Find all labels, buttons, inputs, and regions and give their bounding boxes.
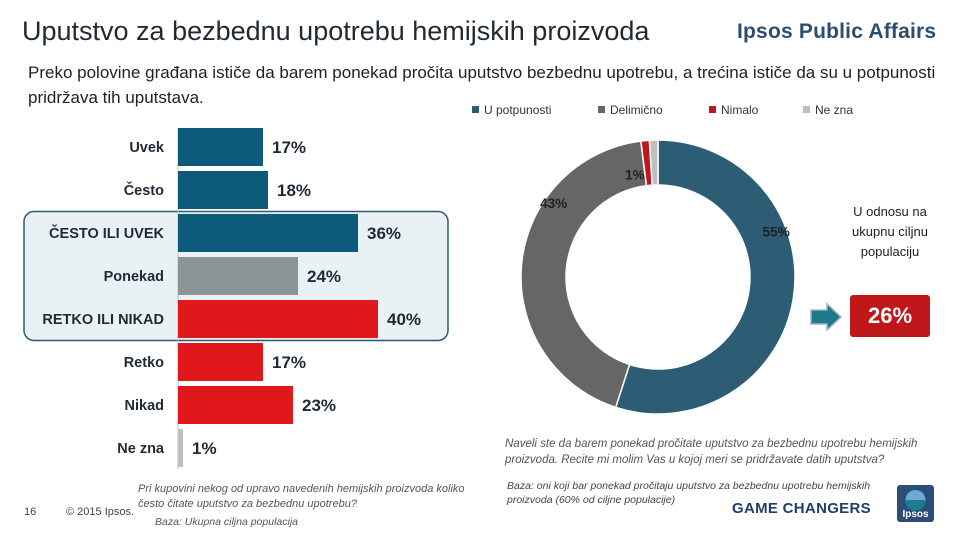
bar-category-label: Nikad [125,398,165,414]
bar-value-label: 23% [302,396,336,415]
bar-value-label: 17% [272,138,306,157]
bar-value-label: 18% [277,181,311,200]
bar-value-label: 36% [367,224,401,243]
ipsos-logo-text: Ipsos [902,509,929,520]
bar [178,429,183,467]
bar [178,171,268,209]
legend-label: Nimalo [721,103,759,117]
bar-value-label: 17% [272,353,306,372]
copyright: © 2015 Ipsos. [66,506,135,518]
bar-value-label: 1% [192,439,217,458]
callout-value-badge: 26% [850,295,930,337]
game-changers-logo: GAME CHANGERS [732,500,871,517]
donut-slice [614,139,796,415]
bar [178,386,293,424]
bar-category-label: Ponekad [104,269,164,285]
legend-swatch-icon [803,106,810,113]
bar-category-label: ČESTO ILI UVEK [49,224,164,242]
bar-value-label: 24% [307,267,341,286]
legend-swatch-icon [598,106,605,113]
bar [178,257,298,295]
donut-value-label: 1% [625,168,645,183]
legend-label: Ne zna [815,103,854,117]
base-note-right: Baza: oni koji bar ponekad pročitaju upu… [507,480,871,506]
donut-value-label: 55% [763,224,790,239]
legend-swatch-icon [472,106,479,113]
frequency-bar-chart: Uvek 17% Često 18% ČESTO ILI UVEK 36% Ponekad 2… [23,128,449,469]
adherence-donut-chart: 55%43%1%1% [520,139,796,415]
bar [178,300,378,338]
question-text-right: Naveli ste da barem ponekad pročitate up… [505,438,918,466]
bar-category-label: Ne zna [117,441,165,457]
bar [178,214,358,252]
bar [178,343,263,381]
legend-label: Delimično [610,103,663,117]
legend-item-nimalo: Nimalo [709,103,758,117]
donut-slice [648,139,659,186]
bar-category-label: Uvek [129,140,165,156]
bar [178,128,263,166]
page-number: 16 [24,506,37,518]
page-title: Uputstvo za bezbednu upotrebu hemijskih … [22,16,650,46]
subtitle: Preko polovine građana ističe da barem p… [28,63,936,107]
legend-item-u-potpunosti: U potpunosti [472,103,551,117]
donut-slice [520,140,648,409]
bar-category-label: RETKO ILI NIKAD [42,312,164,328]
legend-item-ne-zna: Ne zna [803,103,853,117]
ipsos-logo-icon: Ipsos [897,485,934,522]
brand-name: Ipsos Public Affairs [737,20,937,43]
legend-label: U potpunosti [484,103,552,117]
bar-category-label: Često [124,181,164,199]
arrow-right-icon [810,302,843,332]
legend-swatch-icon [709,106,716,113]
donut-value-label: 43% [540,196,567,211]
bar-value-label: 40% [387,310,421,329]
bar-category-label: Retko [124,355,164,371]
question-text-left: Pri kupovini nekog od upravo navedenih h… [138,483,465,510]
callout-text: U odnosu na ukupnu ciljnu populaciju [852,204,928,259]
base-note-left: Baza: Ukupna ciljna populacija [155,516,299,528]
legend-item-delimicno: Delimično [598,103,663,117]
